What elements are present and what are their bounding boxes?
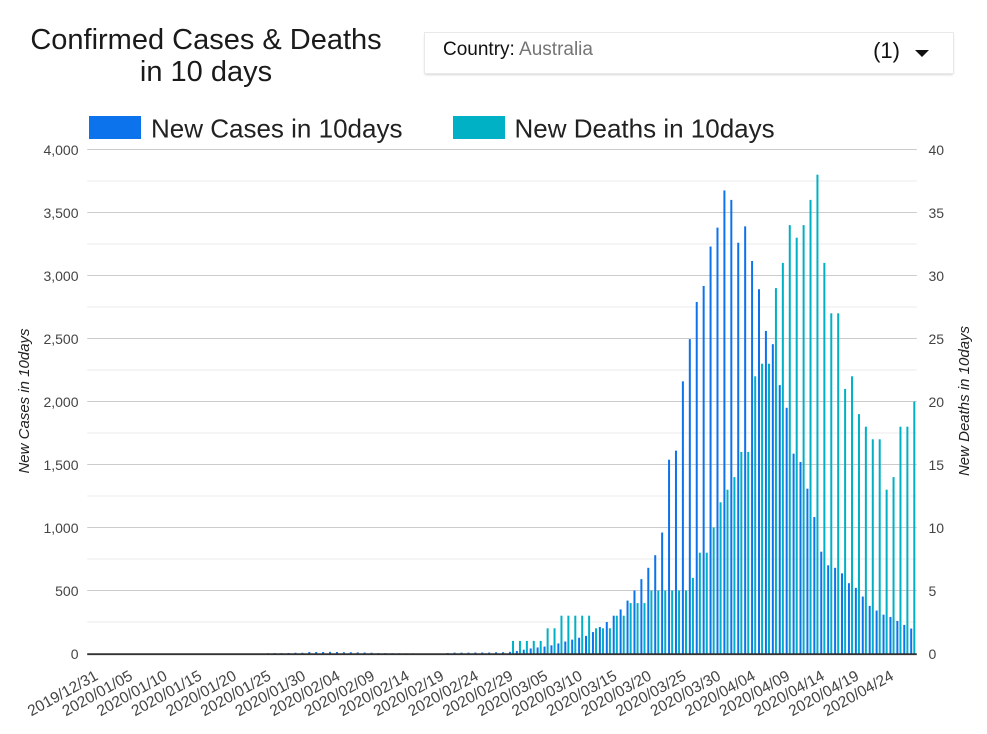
- svg-text:4,000: 4,000: [43, 142, 78, 158]
- svg-text:20: 20: [929, 394, 945, 410]
- svg-text:500: 500: [55, 583, 79, 599]
- svg-text:3,500: 3,500: [43, 205, 78, 221]
- svg-text:2,000: 2,000: [43, 394, 78, 410]
- svg-text:New Cases in 10days: New Cases in 10days: [151, 114, 402, 144]
- svg-text:New Deaths in 10days: New Deaths in 10days: [515, 114, 775, 144]
- svg-text:40: 40: [929, 142, 945, 158]
- svg-text:0: 0: [71, 646, 79, 662]
- svg-text:30: 30: [929, 268, 945, 284]
- svg-text:10: 10: [929, 520, 945, 536]
- svg-text:0: 0: [929, 646, 937, 662]
- svg-text:1,500: 1,500: [43, 457, 78, 473]
- svg-text:New Cases in 10days: New Cases in 10days: [16, 328, 33, 474]
- svg-text:3,000: 3,000: [43, 268, 78, 284]
- svg-text:25: 25: [929, 331, 945, 347]
- svg-text:2,500: 2,500: [43, 331, 78, 347]
- svg-text:35: 35: [929, 205, 945, 221]
- svg-text:5: 5: [929, 583, 937, 599]
- svg-text:15: 15: [929, 457, 945, 473]
- svg-text:New Deaths in 10days: New Deaths in 10days: [956, 325, 973, 476]
- svg-text:1,000: 1,000: [43, 520, 78, 536]
